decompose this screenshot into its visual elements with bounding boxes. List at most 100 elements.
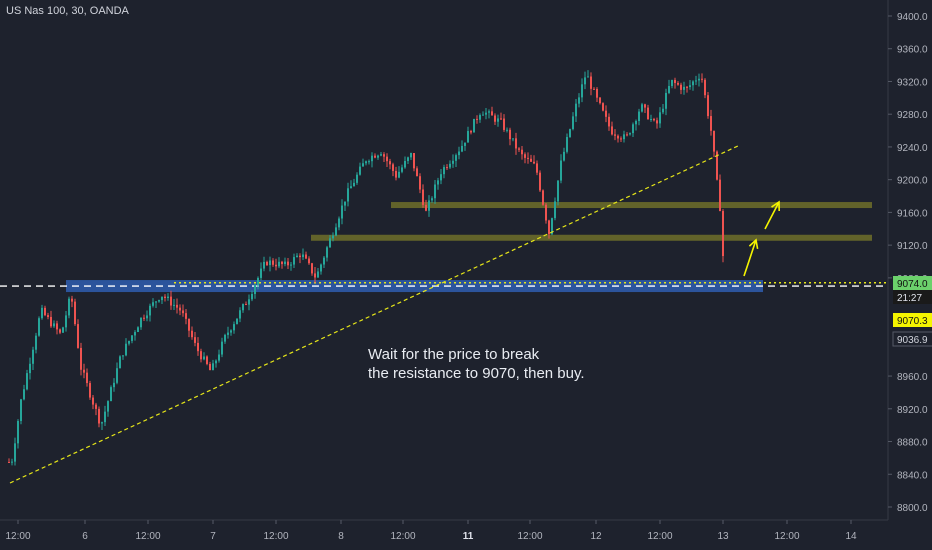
candle-body [362,163,364,167]
candle-body [41,307,43,319]
candle-body [245,304,247,306]
candle-body [374,155,376,158]
candle-body [626,134,628,136]
candle-body [230,330,232,333]
candle-body [455,155,457,161]
candle-body [212,363,214,371]
candle-body [185,313,187,319]
candle-body [311,263,313,274]
candle-body [650,119,652,121]
price-tick-label: 8800.0 [897,503,928,514]
candle-body [344,201,346,206]
candle-body [503,118,505,130]
candle-body [545,204,547,221]
candle-body [584,77,586,85]
candle-body [251,293,253,300]
candle-body [284,261,286,265]
price-tick-label: 9360.0 [897,45,928,56]
candle-body [566,137,568,152]
candle-body [38,318,40,336]
candle-body [341,205,343,219]
candle-body [473,118,475,133]
candle-body [602,103,604,111]
candle-body [383,154,385,157]
candle-body [644,104,646,108]
candle-body [287,261,289,266]
candle-body [200,351,202,360]
candle-body [539,172,541,191]
breakout-arrow-2 [764,201,780,230]
candle-body [719,179,721,212]
candle-body [326,247,328,258]
candle-body [413,153,415,169]
candle-body [386,156,388,162]
candle-body [149,305,151,316]
candle-body [221,341,223,355]
candle-body [134,332,136,336]
candle-body [467,131,469,143]
candle-body [482,114,484,116]
candle-body [509,129,511,140]
candle-body [611,126,613,135]
candle-body [521,149,523,155]
candle-body [365,161,367,164]
candle-body [194,337,196,343]
annotation-line-2: the resistance to 9070, then buy. [368,365,585,382]
price-tick-label: 9280.0 [897,110,928,121]
candle-body [377,155,379,158]
candle-body [599,97,601,104]
candle-body [59,329,61,333]
candle-body [494,115,496,122]
candle-body [89,383,91,398]
candle-body [560,160,562,181]
annotation-line-1: Wait for the price to break [368,346,540,363]
candle-body [125,343,127,356]
candle-body [524,154,526,158]
candle-body [275,264,277,267]
candle-body [176,304,178,308]
candle-body [236,318,238,325]
candle-body [656,120,658,124]
price-label-text: 9070.3 [897,316,928,327]
candle-body [47,315,49,317]
candle-body [551,218,553,235]
candle-body [662,108,664,113]
candle-body [347,188,349,202]
time-tick-label: 12:00 [647,531,672,542]
candle-body [29,363,31,374]
price-tick-label: 9200.0 [897,176,928,187]
candle-body [446,167,448,169]
time-tick-label: 12:00 [517,531,542,542]
candle-body [593,88,595,90]
candle-body [518,148,520,150]
candle-body [707,95,709,117]
candle-body [443,167,445,175]
candle-body [449,163,451,168]
candle-body [317,271,319,278]
time-tick-label: 8 [338,531,344,542]
candle-body [554,201,556,219]
time-tick-label: 13 [717,531,729,542]
candle-body [248,299,250,305]
candle-body [680,84,682,90]
candle-body [353,182,355,187]
breakout-arrow-1-head [748,238,759,249]
resistance-zone [391,202,872,209]
candle-body [485,112,487,115]
candle-body [533,161,535,164]
time-tick-label: 12:00 [263,531,288,542]
candle-body [20,399,22,421]
candle-body [17,420,19,444]
candle-body [239,310,241,319]
candle-body [530,158,532,162]
candle-body [110,387,112,402]
candle-body [647,107,649,120]
candle-body [692,81,694,86]
candle-body [614,134,616,136]
price-label-box [893,276,932,290]
candle-body [80,347,82,370]
candle-body [404,161,406,168]
candle-body [671,79,673,87]
